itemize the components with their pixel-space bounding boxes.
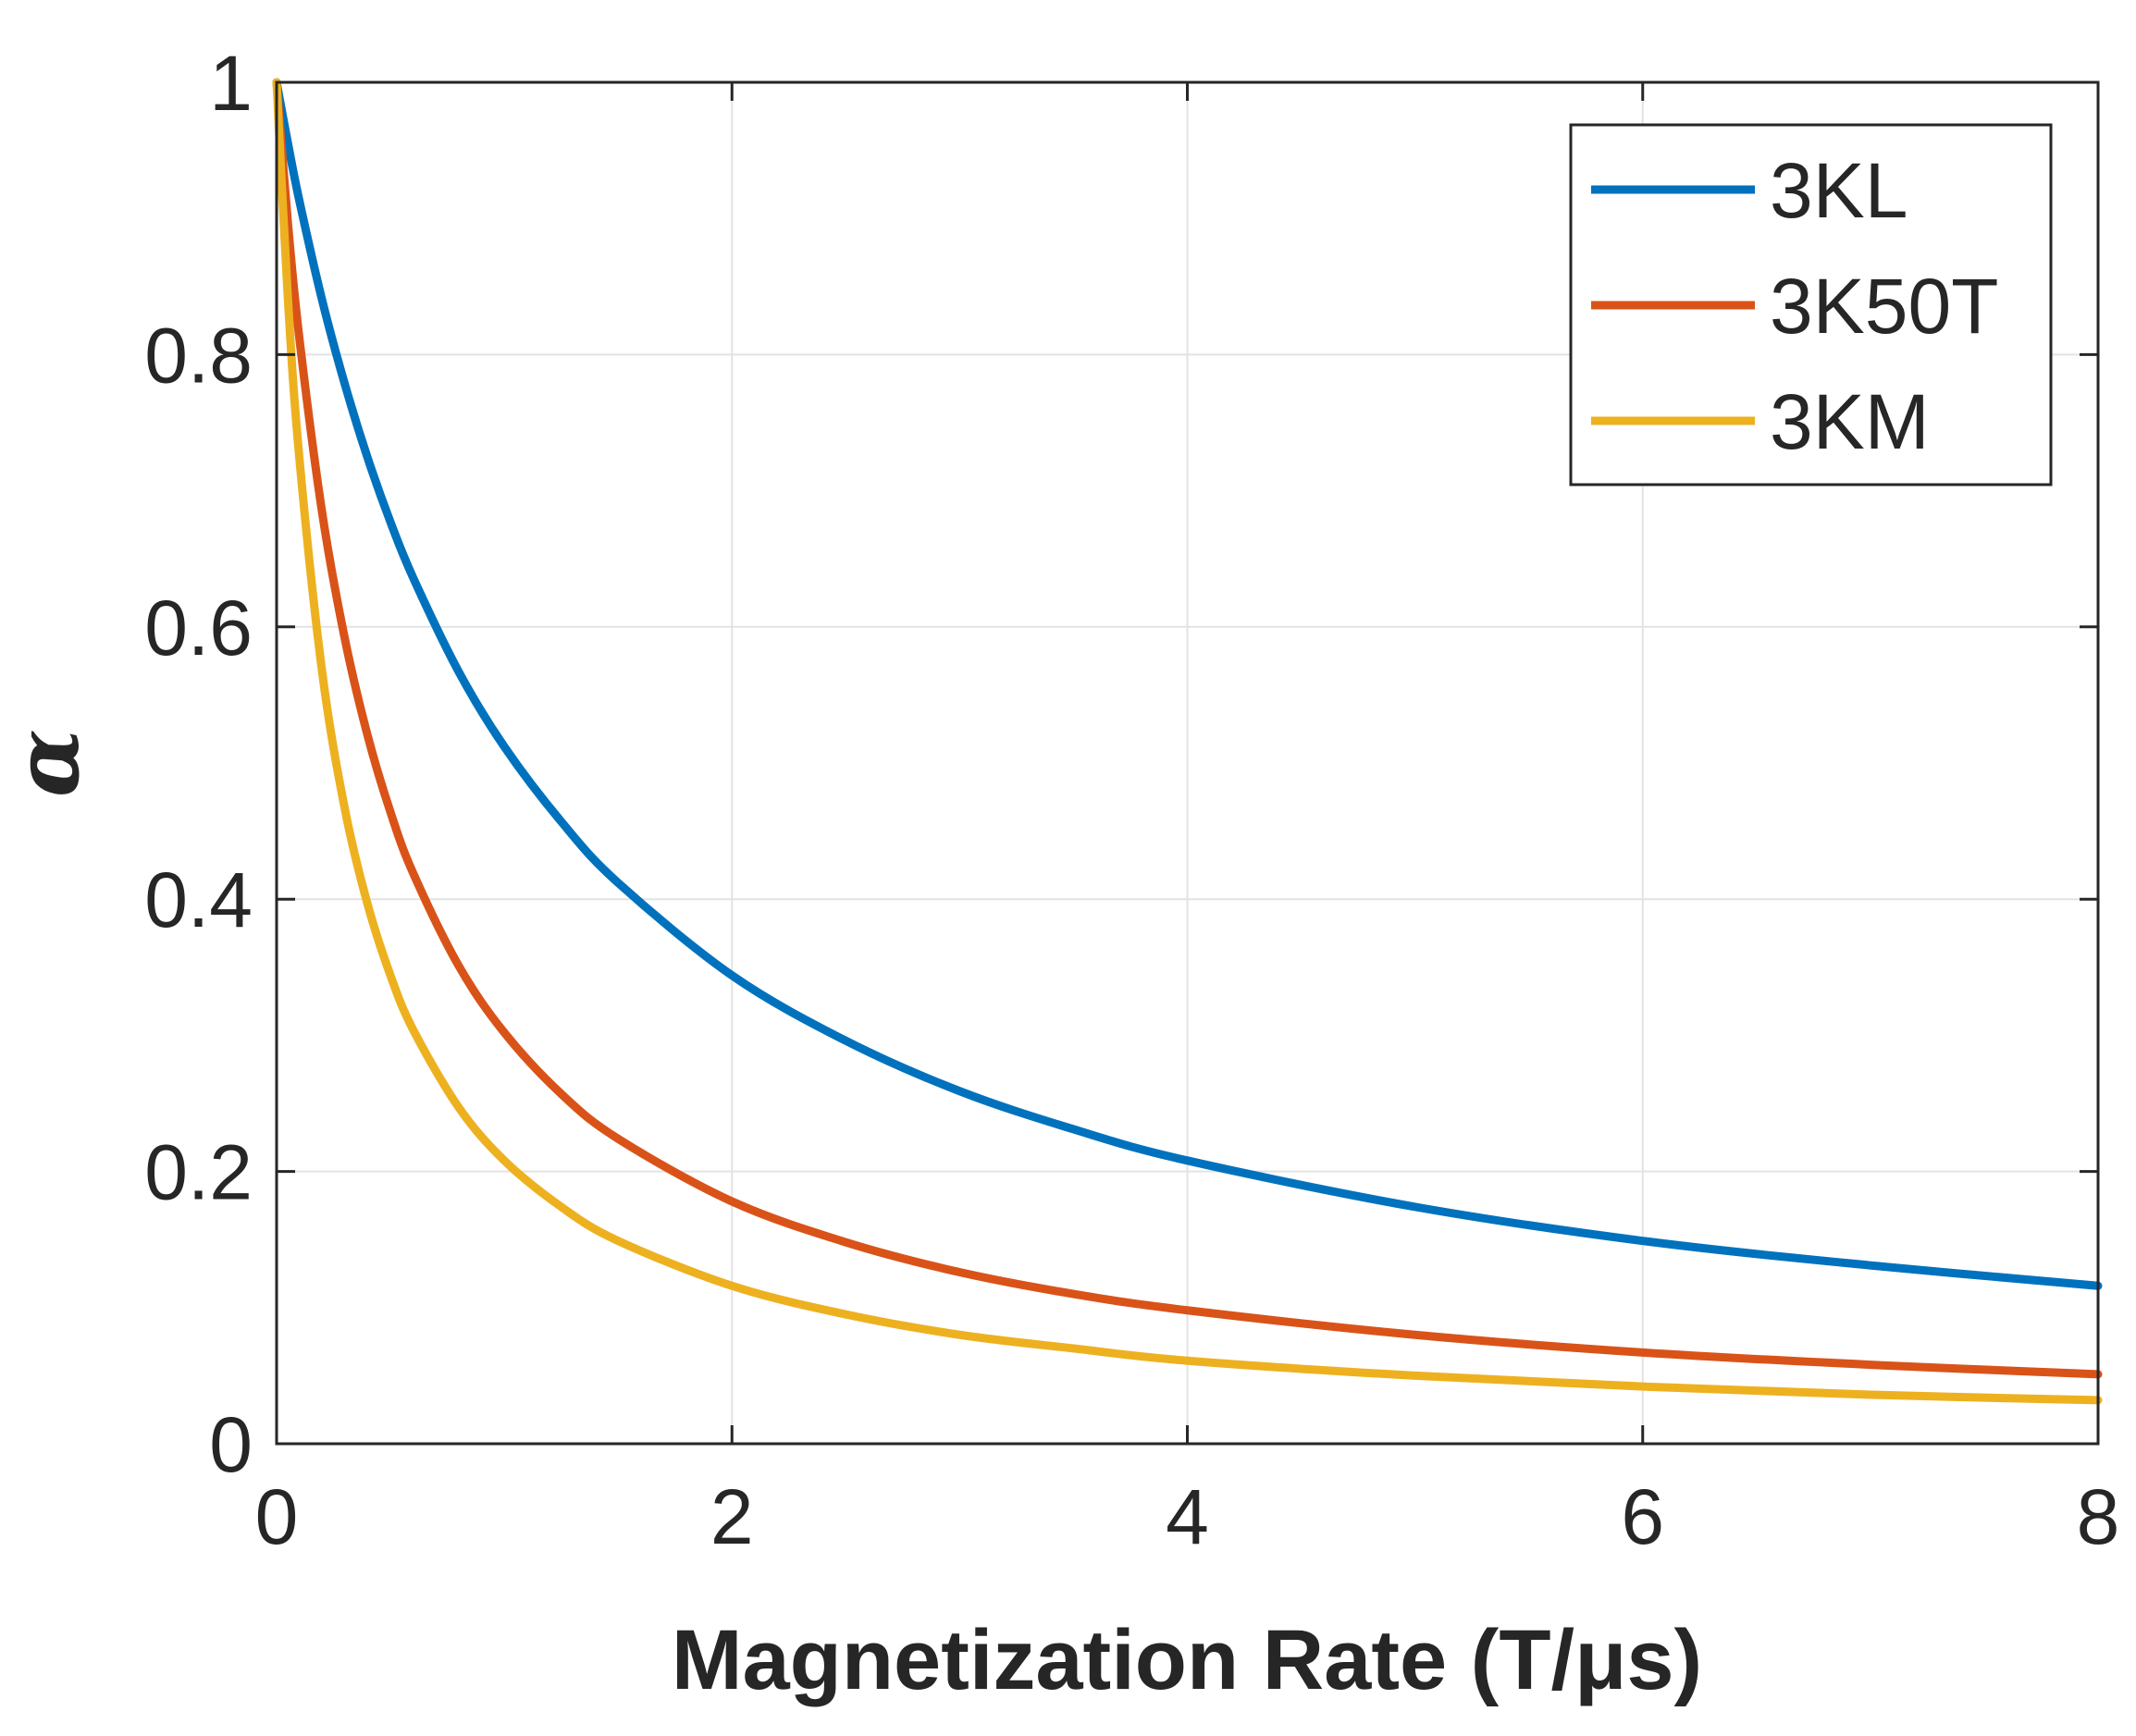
y-tick-label: 0.2 <box>144 1129 253 1216</box>
y-tick-labels: 0 0.2 0.4 0.6 0.8 1 <box>144 40 253 1488</box>
y-tick-label: 0 <box>209 1401 253 1488</box>
series-line-3km <box>272 78 2103 1405</box>
x-tick-label: 0 <box>255 1473 299 1560</box>
y-tick-label: 0.8 <box>144 312 253 399</box>
series-lines <box>272 78 2103 1405</box>
legend-label-3k50t: 3K50T <box>1770 263 1999 350</box>
legend-label-3kl: 3KL <box>1770 147 1908 234</box>
x-tick-label: 4 <box>1166 1473 1209 1560</box>
y-tick-label: 0.4 <box>144 856 253 943</box>
legend-label-3km: 3KM <box>1770 378 1930 465</box>
y-tick-label: 1 <box>209 40 253 127</box>
x-tick-label: 6 <box>1621 1473 1664 1560</box>
series-line-3k50t <box>272 78 2103 1379</box>
x-tick-label: 2 <box>710 1473 754 1560</box>
axis-ticks <box>275 80 2100 1446</box>
y-tick-label: 0.6 <box>144 585 253 671</box>
x-tick-label: 8 <box>2077 1473 2120 1560</box>
series-line-3kl <box>272 78 2103 1290</box>
y-axis-title: α <box>0 729 99 797</box>
x-axis-title: Magnetization Rate (T/μs) <box>672 1613 1702 1707</box>
legend: 3KL 3K50T 3KM <box>1569 123 2053 486</box>
x-tick-labels: 0 2 4 6 8 <box>255 1473 2120 1560</box>
